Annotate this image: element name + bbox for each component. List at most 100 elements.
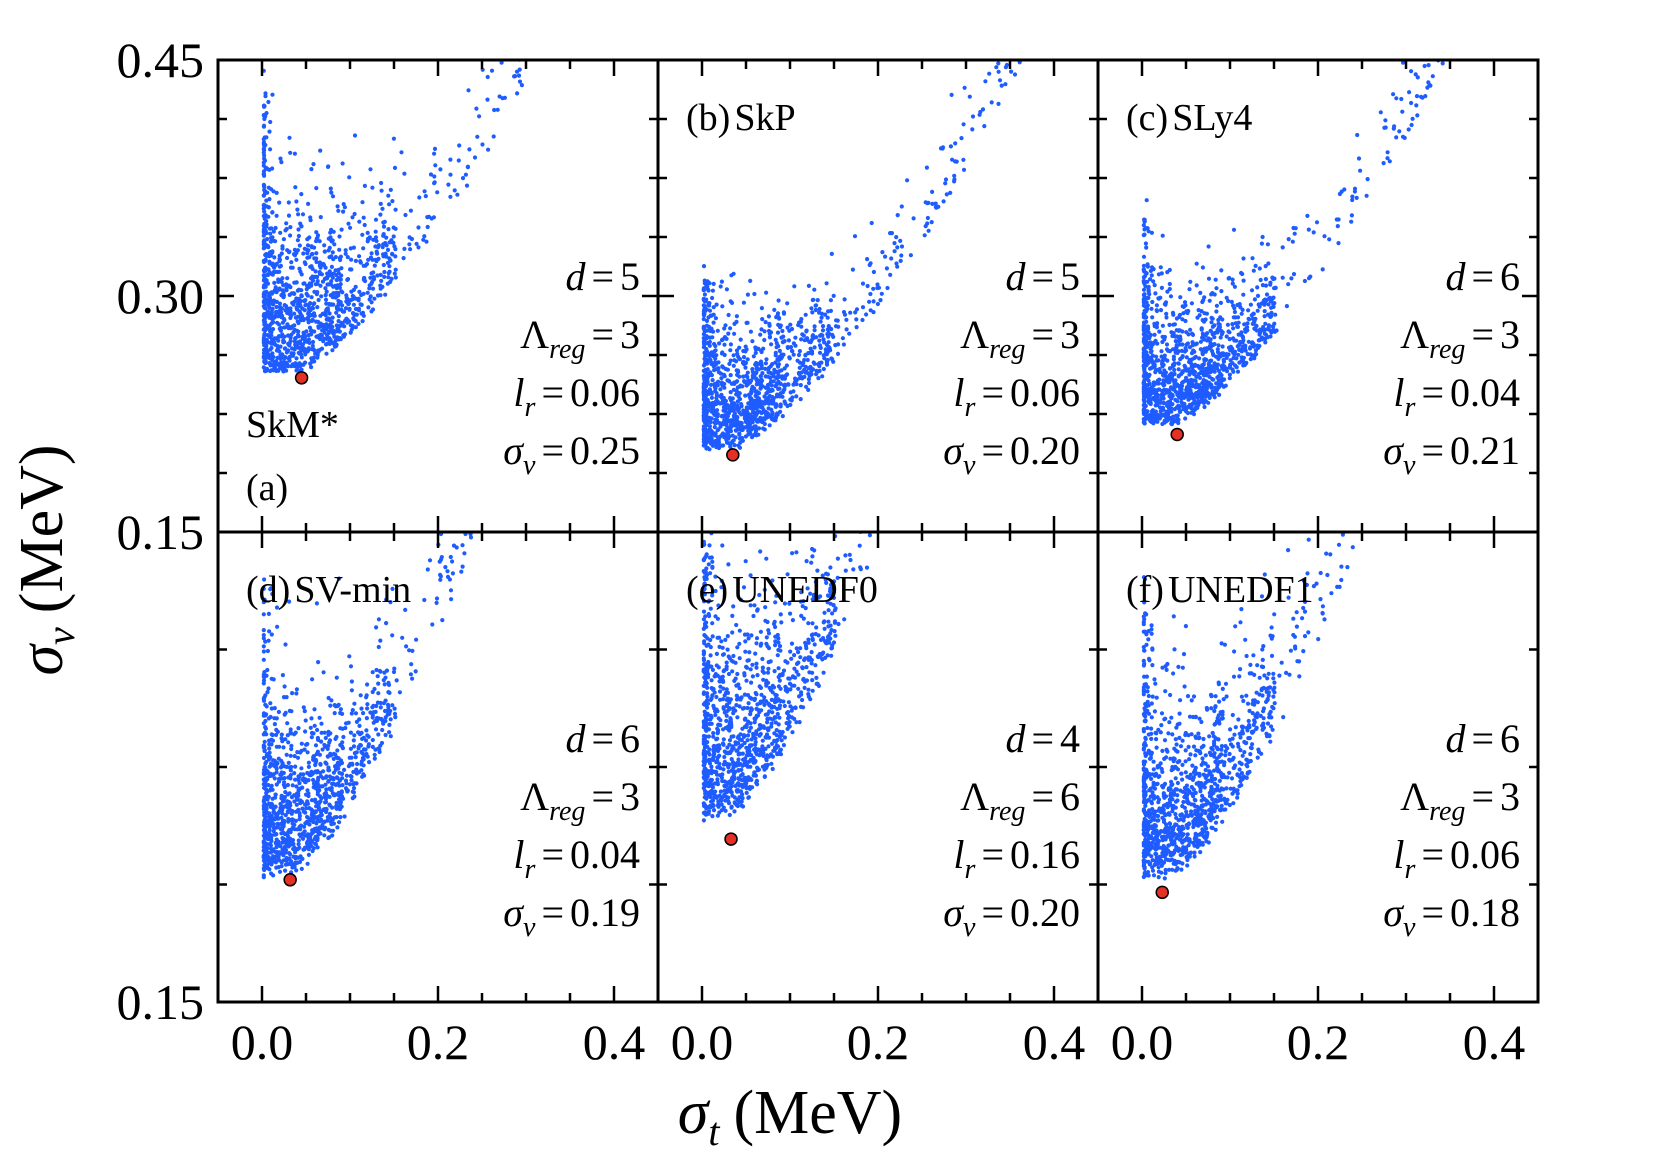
scatter-point bbox=[261, 239, 266, 244]
scatter-point bbox=[333, 268, 338, 273]
scatter-point bbox=[261, 696, 266, 701]
scatter-point bbox=[540, 35, 544, 39]
scatter-point bbox=[868, 261, 873, 266]
scatter-point bbox=[376, 243, 381, 248]
scatter-point bbox=[1194, 374, 1199, 379]
scatter-point bbox=[797, 376, 802, 381]
scatter-point bbox=[885, 285, 890, 291]
scatter-point bbox=[391, 225, 396, 230]
scatter-point bbox=[466, 88, 471, 93]
scatter-point bbox=[1257, 266, 1262, 271]
scatter-point bbox=[819, 360, 824, 365]
scatter-point bbox=[1189, 351, 1195, 356]
scatter-point bbox=[1162, 353, 1167, 358]
scatter-point bbox=[378, 705, 383, 710]
scatter-point bbox=[948, 144, 954, 149]
scatter-point bbox=[744, 408, 749, 413]
scatter-point bbox=[732, 411, 738, 416]
scatter-point bbox=[1262, 331, 1267, 336]
scatter-point bbox=[959, 136, 964, 141]
scatter-point bbox=[701, 413, 706, 418]
scatter-point bbox=[525, 50, 529, 54]
scatter-point bbox=[743, 365, 748, 370]
scatter-point bbox=[488, 453, 492, 457]
scatter-point bbox=[422, 234, 427, 239]
scatter-point bbox=[555, 298, 559, 302]
scatter-point bbox=[360, 736, 365, 742]
scatter-point bbox=[767, 323, 772, 328]
scatter-point bbox=[284, 226, 289, 232]
scatter-point bbox=[1199, 370, 1204, 375]
scatter-point bbox=[1270, 275, 1275, 280]
scatter-point bbox=[804, 328, 809, 333]
scatter-point bbox=[342, 767, 347, 773]
scatter-point bbox=[545, 25, 549, 29]
scatter-point bbox=[326, 164, 331, 169]
scatter-point bbox=[768, 388, 773, 394]
scatter-point bbox=[261, 649, 266, 654]
optimum-marker-c bbox=[1170, 427, 1184, 442]
scatter-point bbox=[780, 340, 786, 345]
scatter-point bbox=[472, 155, 478, 160]
scatter-point bbox=[962, 85, 967, 90]
scatter-point bbox=[386, 690, 391, 695]
scatter-point bbox=[283, 346, 288, 351]
scatter-point bbox=[372, 756, 377, 761]
scatter-point bbox=[298, 303, 303, 308]
scatter-point bbox=[294, 356, 299, 361]
scatter-point bbox=[782, 376, 788, 381]
scatter-point bbox=[275, 624, 280, 629]
scatter-point bbox=[321, 670, 326, 675]
scatter-point bbox=[736, 394, 741, 399]
scatter-point bbox=[1239, 311, 1244, 316]
scatter-point bbox=[1180, 317, 1185, 322]
scatter-point bbox=[810, 297, 815, 303]
scatter-point bbox=[312, 274, 317, 280]
scatter-point bbox=[596, 173, 600, 177]
scatter-point bbox=[340, 161, 345, 166]
scatter-point bbox=[315, 235, 320, 240]
scatter-point bbox=[304, 329, 309, 334]
scatter-point bbox=[1231, 303, 1236, 308]
scatter-point bbox=[1147, 372, 1152, 377]
scatter-point bbox=[1146, 284, 1151, 289]
scatter-point bbox=[296, 233, 301, 239]
scatter-point bbox=[788, 345, 794, 350]
scatter-point bbox=[268, 701, 273, 706]
scatter-point bbox=[1147, 381, 1152, 387]
scatter-point bbox=[841, 342, 847, 347]
scatter-point bbox=[287, 343, 292, 348]
scatter-point bbox=[716, 370, 722, 375]
scatter-point bbox=[352, 701, 357, 706]
scatter-point bbox=[879, 291, 884, 296]
scatter-point bbox=[1179, 400, 1184, 405]
scatter-point bbox=[819, 315, 824, 320]
scatter-point bbox=[749, 389, 754, 394]
scatter-point bbox=[267, 746, 272, 751]
scatter-point bbox=[936, 204, 941, 209]
scatter-point bbox=[270, 341, 275, 346]
scatter-point bbox=[490, 482, 494, 486]
scatter-point bbox=[486, 468, 490, 472]
scatter-point bbox=[701, 390, 707, 395]
scatter-point bbox=[270, 250, 275, 255]
scatter-point bbox=[996, 101, 1001, 106]
scatter-point bbox=[315, 305, 320, 310]
scatter-point bbox=[1142, 404, 1147, 409]
scatter-point bbox=[815, 298, 820, 303]
scatter-point bbox=[373, 235, 379, 240]
scatter-point bbox=[1202, 357, 1207, 362]
scatter-point bbox=[306, 791, 311, 796]
scatter-point bbox=[706, 301, 711, 306]
scatter-point bbox=[1222, 364, 1227, 369]
scatter-point bbox=[1415, 75, 1420, 80]
scatter-point bbox=[379, 188, 384, 193]
scatter-point bbox=[267, 828, 272, 833]
scatter-point bbox=[370, 307, 376, 312]
scatter-point bbox=[294, 868, 299, 873]
scatter-point bbox=[293, 860, 298, 866]
scatter-point bbox=[943, 177, 949, 182]
scatter-point bbox=[361, 215, 366, 220]
scatter-point bbox=[824, 281, 829, 286]
